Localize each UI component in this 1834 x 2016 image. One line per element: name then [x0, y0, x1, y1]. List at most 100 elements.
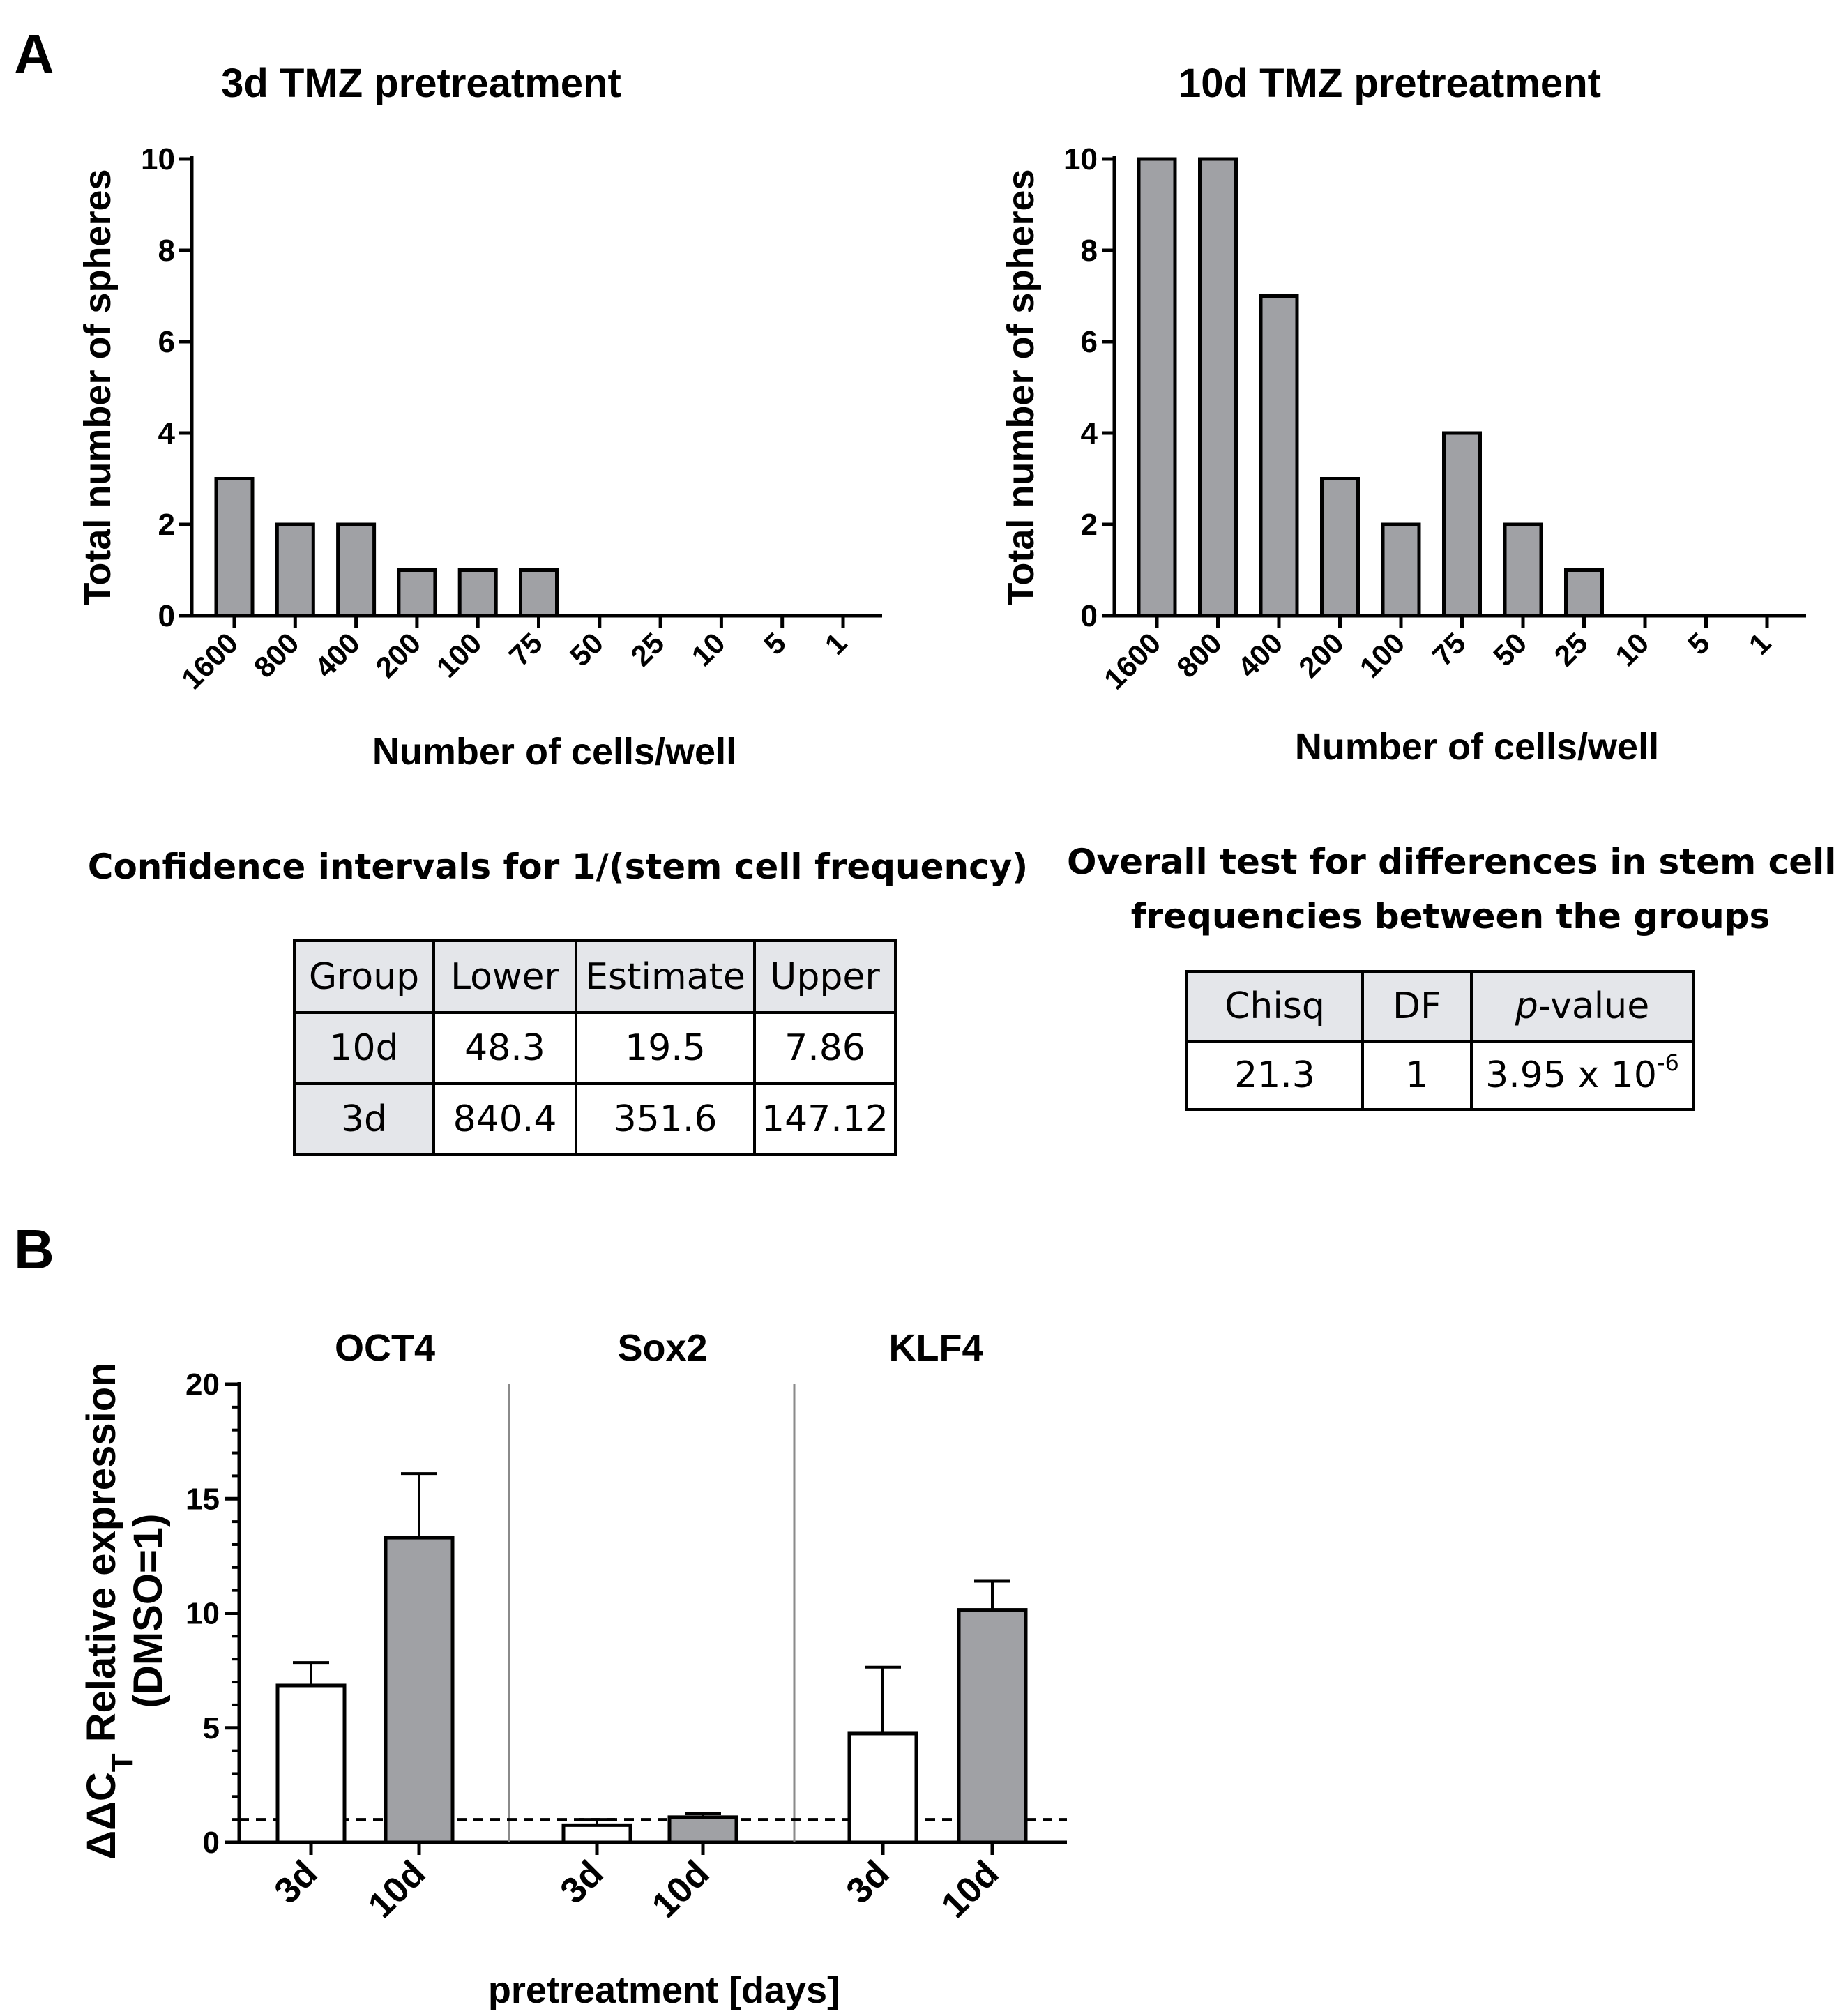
- ci-cell-estimate: 19.5: [575, 1011, 756, 1085]
- bar: [519, 568, 559, 618]
- x-tick-label: 25: [1548, 626, 1594, 672]
- bar: [214, 477, 255, 618]
- x-tick-label: 1600: [175, 626, 244, 695]
- test-table-title-line1: Overall test for differences in stem cel…: [1067, 842, 1834, 882]
- test-table-title: Overall test for differences in stem cel…: [1067, 835, 1834, 943]
- x-tick-label: 800: [248, 626, 305, 684]
- table-row: 21.3 1 3.95 x 10-6: [1185, 1040, 1695, 1111]
- bar: [275, 522, 315, 618]
- x-tick-label: 10: [1609, 626, 1655, 672]
- y-axis-title-rest: Relative expression: [79, 1362, 124, 1753]
- test-table: Chisq DF p-value 21.3 1 3.95 x 10-6: [1185, 970, 1695, 1111]
- x-tick-label: 800: [1170, 626, 1228, 684]
- test-header-chisq: Chisq: [1185, 970, 1364, 1043]
- y-axis-title: Total number of spheres: [77, 169, 119, 605]
- y-axis-title-delta: ΔΔC: [79, 1772, 124, 1859]
- x-tick-label: 100: [1354, 626, 1411, 684]
- y-tick-label: 2: [158, 508, 175, 542]
- x-tick-label: 50: [1487, 626, 1533, 672]
- y-axis-title: ΔΔCT Relative expression: [79, 1362, 139, 1859]
- table-row: 10d 48.3 19.5 7.86: [293, 1011, 897, 1085]
- y-axis-title-line2: (DMSO=1): [126, 1514, 171, 1708]
- y-axis-title-subscript: T: [105, 1753, 139, 1772]
- x-tick-label: 10d: [934, 1853, 1006, 1925]
- bar: [384, 1536, 455, 1844]
- x-tick-label: 3d: [553, 1853, 612, 1911]
- ci-cell-estimate: 351.6: [575, 1082, 756, 1156]
- y-tick-label: 15: [185, 1482, 220, 1516]
- chart-title: 10d TMZ pretreatment: [1179, 61, 1601, 106]
- test-header-pvalue: p-value: [1470, 970, 1695, 1043]
- bar: [561, 1823, 632, 1844]
- bar: [457, 568, 498, 618]
- bar: [1564, 568, 1604, 618]
- x-axis-title: Number of cells/well: [372, 731, 736, 773]
- y-tick-label: 8: [1081, 234, 1098, 268]
- test-header-p-rest: -value: [1538, 985, 1650, 1027]
- ci-table-title: Confidence intervals for 1/(stem cell fr…: [87, 847, 1029, 887]
- x-axis-title: pretreatment [days]: [488, 1969, 840, 2011]
- test-cell-df: 1: [1361, 1040, 1473, 1111]
- ci-header-group: Group: [293, 939, 435, 1014]
- y-axis-title: Total number of spheres: [1000, 169, 1042, 605]
- x-tick-label: 50: [563, 626, 609, 672]
- y-tick-label: 4: [158, 416, 176, 450]
- y-tick-label: 6: [1081, 325, 1098, 359]
- x-tick-label: 25: [624, 626, 670, 672]
- x-tick-label: 5: [757, 626, 792, 661]
- test-header-df: DF: [1361, 970, 1473, 1043]
- test-table-header-row: Chisq DF p-value: [1185, 970, 1695, 1043]
- panel-label-b: B: [14, 1218, 54, 1280]
- ci-cell-upper: 147.12: [753, 1082, 897, 1156]
- bar: [1198, 157, 1238, 618]
- gene-label: Sox2: [617, 1327, 707, 1369]
- x-tick-label: 75: [503, 626, 549, 672]
- ci-table: Group Lower Estimate Upper 10d 48.3 19.5…: [293, 939, 897, 1156]
- y-tick-label: 8: [158, 234, 175, 268]
- x-tick-label: 400: [308, 626, 366, 684]
- y-tick-label: 5: [203, 1711, 220, 1745]
- y-tick-label: 2: [1081, 508, 1098, 542]
- x-tick-label: 10: [685, 626, 731, 672]
- x-tick-label: 1: [819, 626, 854, 661]
- ci-header-upper: Upper: [753, 939, 897, 1014]
- y-tick-label: 10: [1063, 142, 1098, 176]
- x-tick-label: 10d: [644, 1853, 717, 1925]
- gene-label: OCT4: [335, 1327, 435, 1369]
- x-tick-label: 1: [1743, 626, 1778, 661]
- bar: [397, 568, 437, 618]
- chart-title: 3d TMZ pretreatment: [221, 61, 621, 106]
- test-table-title-line2: frequencies between the groups: [1130, 895, 1771, 937]
- ci-cell-group: 3d: [293, 1082, 435, 1156]
- ci-header-lower: Lower: [432, 939, 577, 1014]
- x-tick-label: 3d: [839, 1853, 897, 1911]
- x-axis-title: Number of cells/well: [1295, 726, 1659, 768]
- y-tick-label: 0: [158, 599, 175, 633]
- y-tick-label: 6: [158, 325, 175, 359]
- bar: [1442, 431, 1482, 618]
- panel-label-a: A: [14, 23, 54, 85]
- x-tick-label: 200: [1292, 626, 1350, 684]
- x-tick-label: 5: [1681, 626, 1716, 661]
- test-cell-pvalue-exp: -6: [1656, 1049, 1679, 1076]
- bar: [957, 1608, 1028, 1844]
- x-tick-label: 75: [1426, 626, 1472, 672]
- bar: [336, 522, 377, 618]
- ci-header-estimate: Estimate: [575, 939, 756, 1014]
- y-tick-label: 10: [185, 1597, 220, 1631]
- bar: [847, 1731, 918, 1844]
- bar: [1320, 477, 1360, 618]
- y-tick-label: 0: [1081, 599, 1098, 633]
- x-tick-label: 3d: [267, 1853, 326, 1911]
- bar: [275, 1683, 347, 1844]
- test-header-p-italic: p: [1515, 985, 1538, 1027]
- bar: [1137, 157, 1177, 618]
- test-cell-chisq: 21.3: [1185, 1040, 1364, 1111]
- y-tick-label: 10: [141, 142, 175, 176]
- ci-cell-upper: 7.86: [753, 1011, 897, 1085]
- x-tick-label: 400: [1231, 626, 1289, 684]
- test-cell-pvalue-base: 3.95 x 10: [1485, 1054, 1657, 1096]
- y-tick-label: 4: [1081, 416, 1098, 450]
- y-tick-label: 20: [185, 1367, 220, 1402]
